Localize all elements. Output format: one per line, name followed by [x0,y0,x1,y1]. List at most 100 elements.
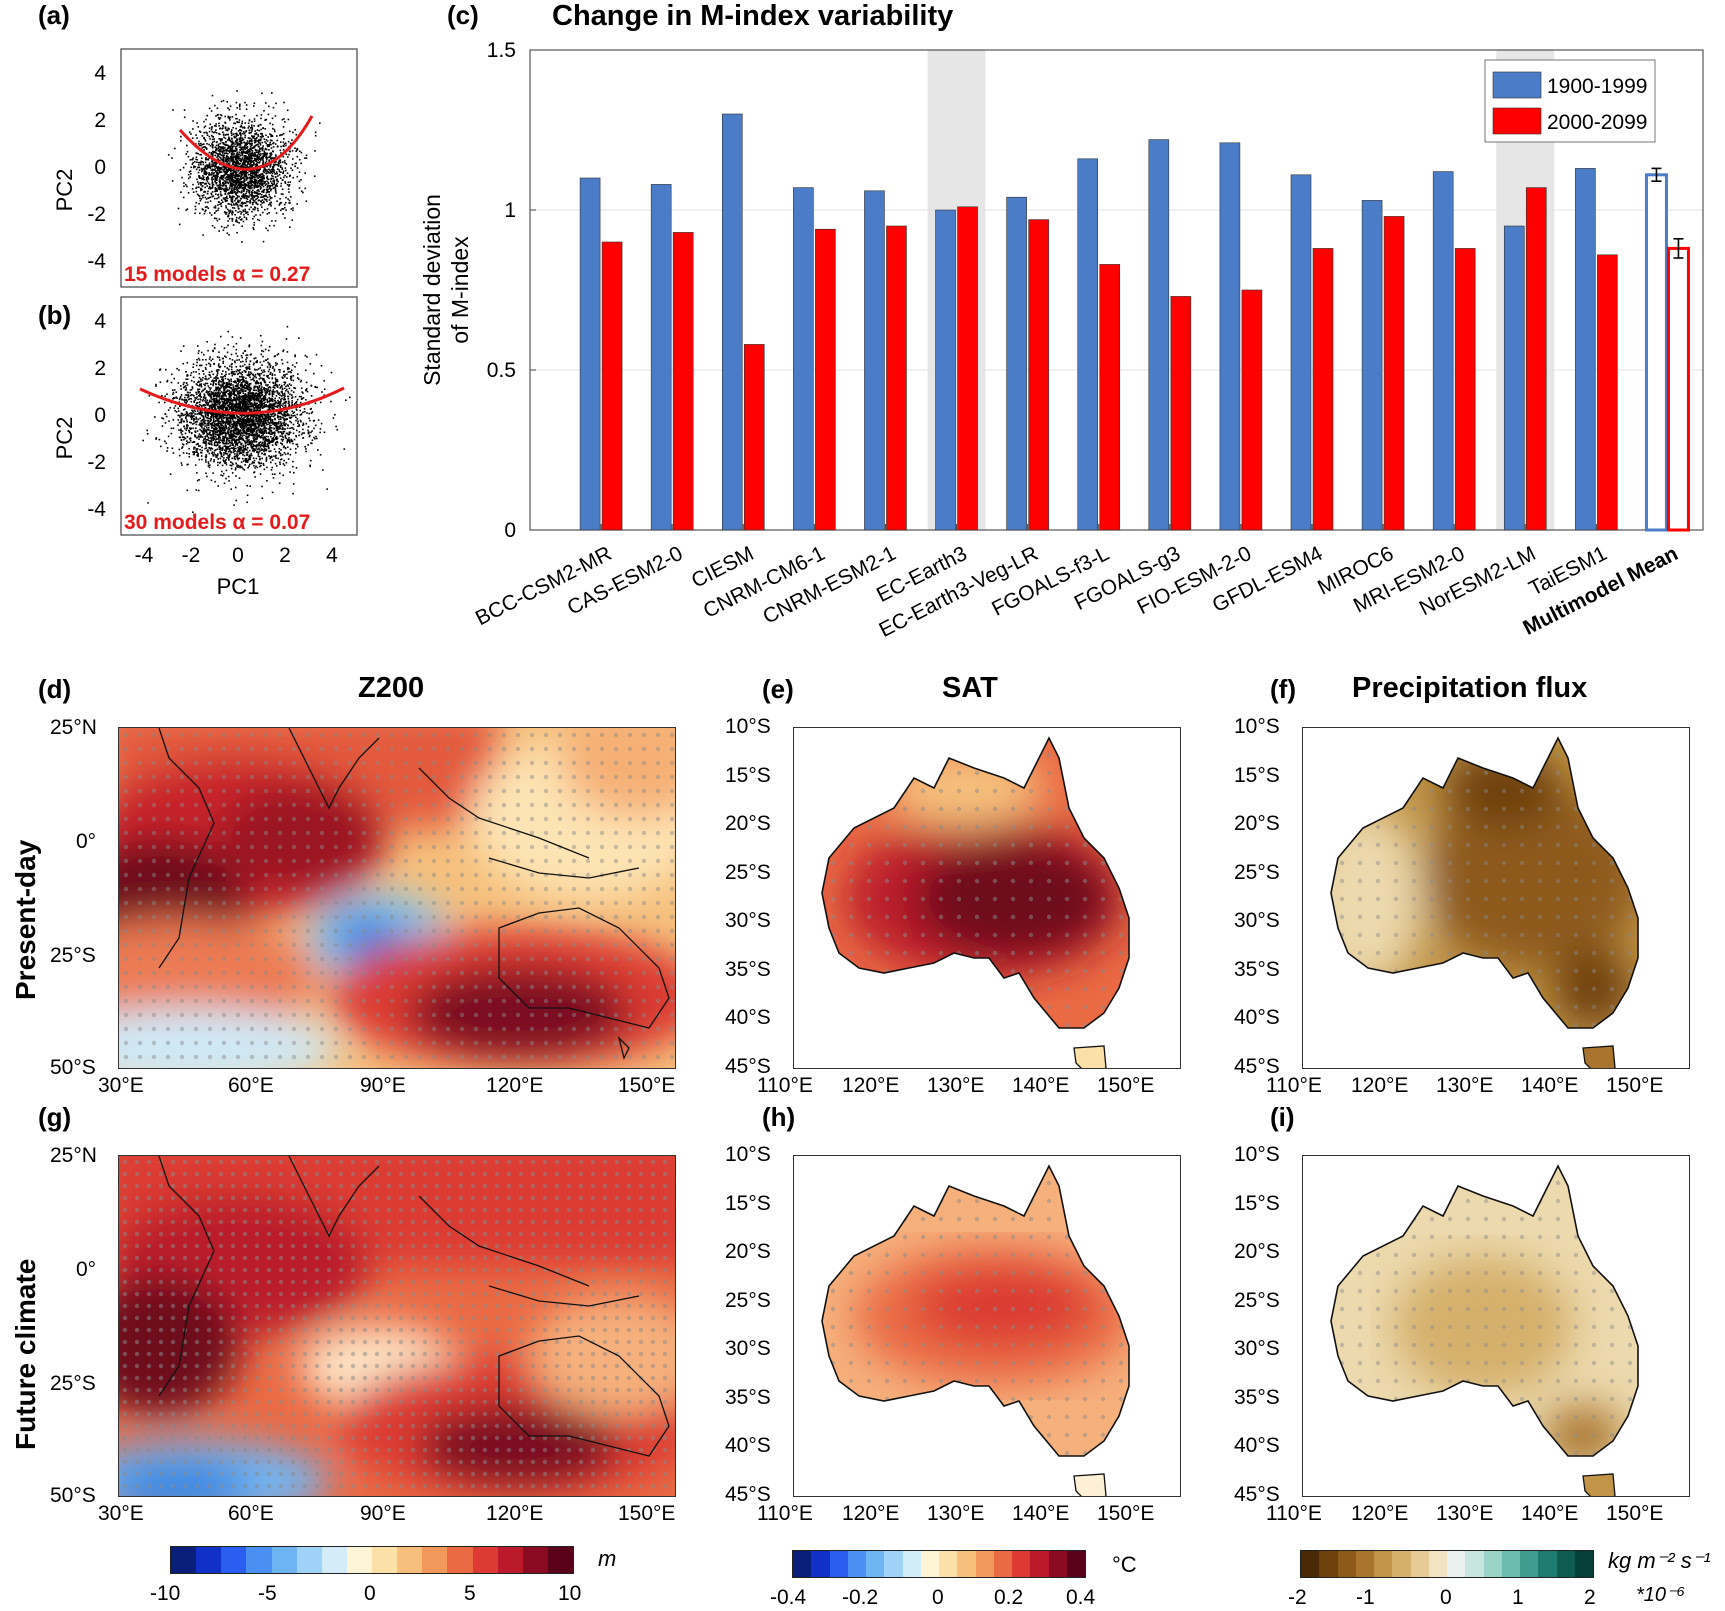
scatter-point [261,443,263,445]
scatter-point [283,138,285,140]
scatter-point [185,183,187,186]
scatter-point [284,217,286,219]
scatter-point [207,349,209,352]
scatter-point [285,144,287,147]
scatter-point [229,420,232,423]
scatter-point [234,469,237,471]
panel-d-title: Z200 [358,672,425,704]
scatter-point [198,143,200,145]
scatter-point [215,144,218,147]
scatter-point [259,422,261,425]
scatter-point [282,155,285,158]
scatter-point [211,443,213,446]
scatter-point [244,174,246,177]
scatter-point [211,163,213,166]
scatter-point [265,445,267,448]
scatter-point [234,156,236,159]
scatter-point [214,406,216,408]
scatter-point [295,451,297,454]
scatter-point [186,144,188,147]
scatter-point [261,340,264,343]
scatter-point [252,392,255,395]
scatter-point [271,157,273,160]
scatter-point [234,122,237,125]
scatter-point [237,409,240,412]
scatter-point [232,181,235,184]
scatter-point [241,378,244,381]
scatter-point [276,182,278,185]
scatter-point [239,384,242,386]
scatter-point [274,157,276,159]
scatter-point [268,345,271,348]
scatter-point [183,185,185,187]
scatter-point [191,188,194,190]
scatter-point [279,160,282,162]
scatter-point [207,190,209,193]
scatter-point [291,402,293,404]
scatter-point [244,148,246,151]
scatter-point [240,160,242,162]
scatter-point [264,195,266,197]
scatter-point [205,447,208,449]
scatter-point [240,354,243,357]
scatter-point [252,136,255,138]
scatter-point [264,168,266,170]
scatter-point [243,150,245,153]
scatter-point [196,451,199,454]
scatter-point [260,123,262,126]
scatter-point [204,415,207,418]
scatter-point [287,198,289,200]
scatter-point [278,403,281,405]
scatter-point [220,100,223,103]
scatter-point [207,393,209,396]
scatter-point [205,209,207,211]
scatter-point [234,445,237,447]
scatter-point [228,136,230,139]
scatter-point [208,390,211,393]
scatter-point [236,163,238,166]
scatter-point [202,417,205,419]
scatter-point [268,105,270,108]
scatter-point [212,165,214,167]
scatter-point [198,202,200,205]
scatter-point [180,139,182,142]
scatter-point [260,136,263,139]
scatter-point [208,183,211,186]
scatter-point [229,192,232,194]
scatter-point [230,176,232,178]
scatter-point [207,176,209,179]
scatter-point [203,212,206,215]
scatter-point [259,396,261,398]
scatter-point [290,416,293,418]
scatter-point [242,193,245,195]
scatter-point [239,182,241,184]
scatter-point [200,385,203,388]
panel-f-label: (f) [1270,674,1296,704]
scatter-point [302,428,304,431]
scatter-point [187,155,190,158]
scatter-point [217,155,219,157]
scatter-point [224,462,226,464]
scatter-point [265,139,268,141]
scatter-point [207,158,210,161]
scatter-point [230,183,232,185]
scatter-point [285,142,287,145]
scatter-point [204,196,207,199]
scatter-point [271,168,273,171]
scatter-point [255,381,258,384]
scatter-point [288,383,291,385]
scatter-point [267,156,269,159]
scatter-point [235,428,238,431]
scatter-point [260,420,263,422]
scatter-point [194,161,196,163]
scatter-point [229,140,232,142]
scatter-point [248,180,251,183]
scatter-point [228,373,230,375]
scatter-point [219,186,221,188]
scatter-point [281,167,283,169]
panel-e-title: SAT [942,672,998,704]
scatter-point [259,408,261,411]
scatter-point [230,134,233,137]
scatter-point [244,151,246,154]
scatter-point [232,387,235,390]
